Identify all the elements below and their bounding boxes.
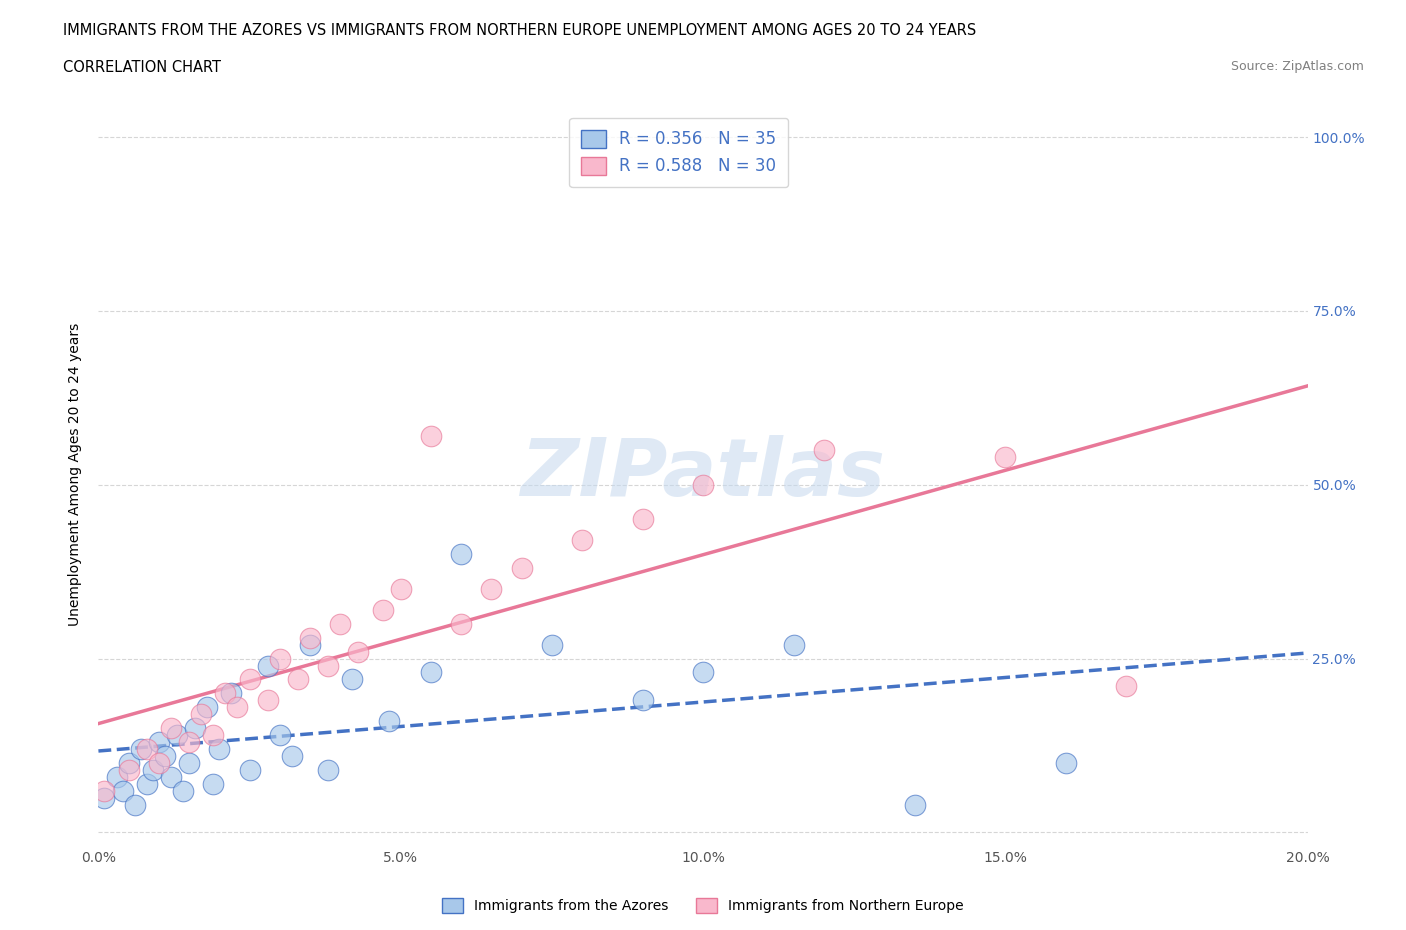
Point	[420, 429, 443, 444]
Point	[631, 693, 654, 708]
Point	[281, 749, 304, 764]
Point	[105, 769, 128, 784]
Text: ZIPatlas: ZIPatlas	[520, 435, 886, 513]
Point	[316, 658, 339, 673]
Point	[994, 449, 1017, 464]
Point	[1115, 679, 1137, 694]
Point	[904, 797, 927, 812]
Point	[153, 749, 176, 764]
Point	[377, 713, 399, 728]
Legend: Immigrants from the Azores, Immigrants from Northern Europe: Immigrants from the Azores, Immigrants f…	[437, 892, 969, 919]
Point	[93, 783, 115, 798]
Point	[93, 790, 115, 805]
Point	[1054, 755, 1077, 770]
Y-axis label: Unemployment Among Ages 20 to 24 years: Unemployment Among Ages 20 to 24 years	[69, 323, 83, 626]
Point	[287, 672, 309, 687]
Point	[208, 741, 231, 756]
Point	[450, 617, 472, 631]
Point	[239, 763, 262, 777]
Point	[481, 581, 503, 596]
Point	[202, 777, 225, 791]
Point	[166, 727, 188, 742]
Point	[124, 797, 146, 812]
Point	[510, 561, 533, 576]
Point	[299, 637, 322, 652]
Point	[239, 672, 262, 687]
Text: CORRELATION CHART: CORRELATION CHART	[63, 60, 221, 75]
Point	[226, 699, 249, 714]
Point	[813, 443, 835, 458]
Point	[347, 644, 370, 659]
Point	[420, 665, 443, 680]
Point	[135, 741, 157, 756]
Point	[148, 755, 170, 770]
Point	[540, 637, 562, 652]
Point	[190, 707, 212, 722]
Point	[118, 755, 141, 770]
Point	[450, 547, 472, 562]
Point	[783, 637, 806, 652]
Point	[142, 763, 165, 777]
Point	[389, 581, 412, 596]
Point	[692, 665, 714, 680]
Point	[118, 763, 141, 777]
Point	[111, 783, 134, 798]
Point	[256, 658, 278, 673]
Point	[299, 631, 322, 645]
Point	[148, 735, 170, 750]
Point	[195, 699, 218, 714]
Point	[135, 777, 157, 791]
Point	[269, 651, 291, 666]
Point	[129, 741, 152, 756]
Point	[269, 727, 291, 742]
Point	[172, 783, 194, 798]
Text: Source: ZipAtlas.com: Source: ZipAtlas.com	[1230, 60, 1364, 73]
Point	[160, 721, 183, 736]
Point	[631, 512, 654, 527]
Point	[316, 763, 339, 777]
Point	[184, 721, 207, 736]
Point	[342, 672, 364, 687]
Point	[179, 755, 201, 770]
Point	[202, 727, 225, 742]
Point	[329, 617, 352, 631]
Point	[214, 686, 236, 701]
Point	[692, 477, 714, 492]
Point	[256, 693, 278, 708]
Point	[179, 735, 201, 750]
Point	[160, 769, 183, 784]
Legend: R = 0.356   N = 35, R = 0.588   N = 30: R = 0.356 N = 35, R = 0.588 N = 30	[569, 118, 789, 187]
Point	[221, 686, 243, 701]
Text: IMMIGRANTS FROM THE AZORES VS IMMIGRANTS FROM NORTHERN EUROPE UNEMPLOYMENT AMONG: IMMIGRANTS FROM THE AZORES VS IMMIGRANTS…	[63, 23, 977, 38]
Point	[371, 603, 394, 618]
Point	[571, 533, 593, 548]
